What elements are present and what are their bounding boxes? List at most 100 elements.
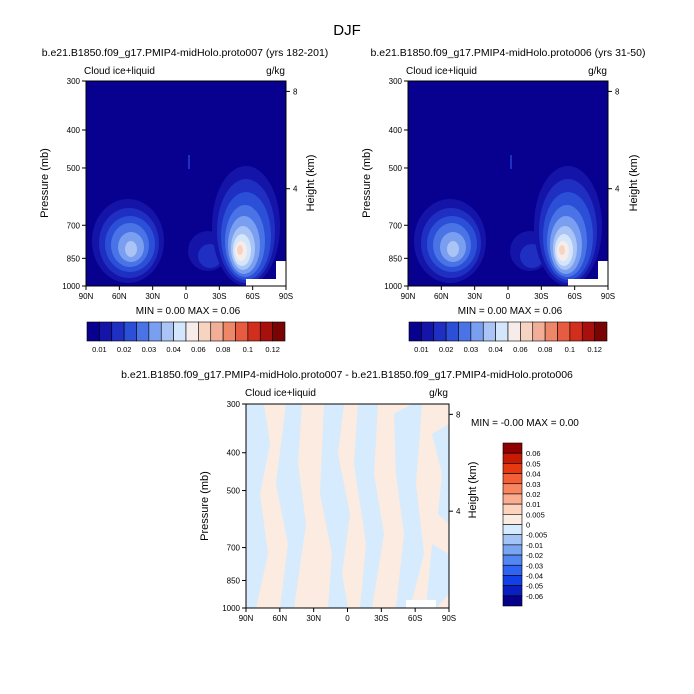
panel-bottom-yticks: 300 400 500 700 850 1000 [222, 400, 246, 613]
y-tick-label: 850 [227, 576, 241, 585]
y-tick-label: 1000 [384, 282, 402, 291]
colorbar-box [507, 321, 521, 342]
colorbar-label: 0.12 [587, 345, 602, 354]
x-tick-label: 90N [239, 614, 254, 623]
colorbar-box [502, 595, 523, 607]
colorbar-box [148, 321, 162, 342]
colorbar-box [502, 524, 523, 535]
colorbar-box [470, 321, 484, 342]
colorbar-label: -0.03 [526, 561, 543, 570]
colorbar-box [272, 321, 286, 342]
colorbar-box [557, 321, 571, 342]
x-tick-label: 0 [506, 292, 511, 301]
colorbar-label: 0.08 [216, 345, 231, 354]
y2-tick-label: 8 [456, 410, 461, 419]
y2-tick-label: 4 [456, 507, 461, 516]
colorbar-label: 0.04 [526, 470, 541, 479]
colorbar-box [458, 321, 472, 342]
colorbar-box [235, 321, 249, 342]
colorbar-box [502, 575, 523, 586]
panel-bottom-stats: MIN = -0.00 MAX = 0.00 [471, 418, 579, 429]
colorbar-box [502, 483, 523, 495]
colorbar-label: 0.02 [439, 345, 454, 354]
colorbar-box [198, 321, 212, 342]
y-tick-label: 400 [389, 126, 403, 135]
panel-top-left: b.e21.B1850.f09_g17.PMIP4-midHolo.proto0… [39, 47, 328, 354]
colorbar-box [86, 321, 100, 342]
panel-top-right-colorbar: 0.01 0.02 0.03 0.04 0.06 0.08 0.1 0.12 [408, 321, 608, 354]
colorbar-label: 0.005 [526, 510, 545, 519]
y-tick-label: 400 [227, 449, 241, 458]
x-tick-label: 30N [145, 292, 160, 301]
colorbar-box [185, 321, 199, 342]
colorbar-box [502, 514, 523, 525]
colorbar-label: 0.12 [265, 345, 280, 354]
colorbar-box [520, 321, 534, 342]
panel-top-right-variable: Cloud ice+liquid [406, 66, 477, 77]
x-tick-label: 30N [306, 614, 321, 623]
x-tick-label: 60N [272, 614, 287, 623]
colorbar-label: 0.08 [538, 345, 553, 354]
colorbar-box [502, 463, 523, 474]
colorbar-label: 0.06 [513, 345, 528, 354]
x-tick-label: 90N [401, 292, 416, 301]
x-tick-label: 30S [534, 292, 548, 301]
colorbar-box [445, 321, 459, 342]
panel-bottom-xticks: 90N 60N 30N 0 30S 60S 90S [239, 608, 456, 623]
colorbar-label: -0.06 [526, 592, 543, 601]
colorbar-label: 0.1 [565, 345, 575, 354]
colorbar-box [502, 544, 523, 556]
colorbar-box [502, 585, 523, 597]
panel-top-left-yticks: 300 400 500 700 850 1000 [62, 77, 86, 291]
x-tick-label: 30S [212, 292, 226, 301]
y-tick-label: 700 [227, 544, 241, 553]
y-tick-label: 850 [389, 254, 403, 263]
colorbar-label: -0.01 [526, 541, 543, 550]
colorbar-box [210, 321, 224, 342]
x-tick-label: 90S [279, 292, 293, 301]
panel-top-left-y2label: Height (km) [305, 155, 317, 212]
colorbar-label: -0.05 [526, 582, 543, 591]
colorbar-label: 0.06 [526, 449, 541, 458]
colorbar-box [502, 493, 523, 505]
y-tick-label: 300 [227, 400, 241, 409]
panel-bottom-y2label: Height (km) [467, 462, 479, 519]
colorbar-box [495, 321, 509, 342]
colorbar-box [160, 321, 174, 342]
panel-top-left-title: b.e21.B1850.f09_g17.PMIP4-midHolo.proto0… [42, 47, 329, 59]
colorbar-label: 0.01 [414, 345, 429, 354]
colorbar-box [502, 442, 523, 454]
y-tick-label: 850 [67, 254, 81, 263]
x-tick-label: 60N [112, 292, 127, 301]
colorbar-box [173, 321, 187, 342]
colorbar-box [532, 321, 546, 342]
colorbar-box [502, 473, 523, 485]
colorbar-label: -0.04 [526, 571, 543, 580]
panel-bottom-y2ticks: 84 [449, 410, 461, 516]
x-tick-label: 0 [184, 292, 189, 301]
x-tick-label: 60S [568, 292, 582, 301]
y-tick-label: 700 [389, 221, 403, 230]
y-tick-label: 500 [389, 164, 403, 173]
colorbar-label: 0.04 [166, 345, 181, 354]
y-tick-label: 400 [67, 126, 81, 135]
colorbar-label: 0.01 [526, 500, 541, 509]
panel-top-right-field [408, 81, 608, 286]
colorbar-box [594, 321, 608, 342]
panel-top-left-units: g/kg [266, 66, 285, 77]
y-tick-label: 300 [67, 77, 81, 86]
colorbar-box [421, 321, 435, 342]
colorbar-label: 0 [526, 521, 530, 530]
figure-title: DJF [333, 22, 361, 39]
colorbar-box [136, 321, 150, 342]
colorbar-box [502, 534, 523, 546]
colorbar-label: 0.02 [526, 490, 541, 499]
colorbar-box [569, 321, 583, 342]
y2-tick-label: 8 [615, 87, 620, 96]
y-tick-label: 1000 [62, 282, 80, 291]
y2-tick-label: 4 [615, 185, 620, 194]
colorbar-box [99, 321, 113, 342]
panel-top-right-stats: MIN = 0.00 MAX = 0.06 [458, 306, 563, 317]
colorbar-box [581, 321, 595, 342]
